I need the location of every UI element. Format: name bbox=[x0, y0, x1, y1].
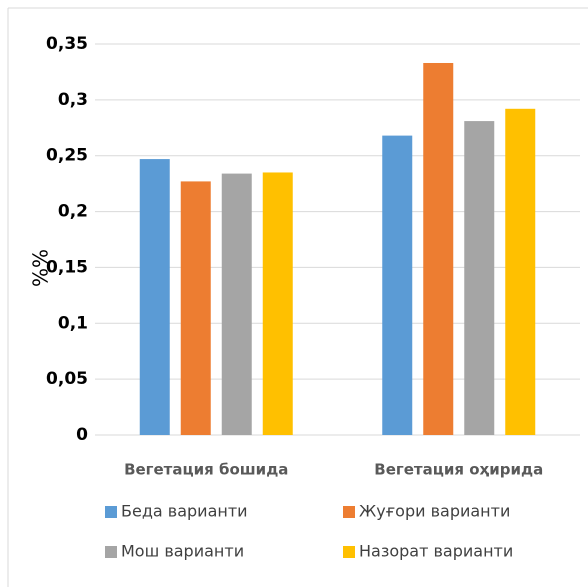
y-tick-label: 0,15 bbox=[46, 257, 88, 277]
y-tick-label: 0,35 bbox=[46, 34, 88, 54]
bar bbox=[139, 159, 170, 435]
y-tick-label: 0,05 bbox=[46, 369, 88, 389]
x-tick-label: Вегетация оҳирида bbox=[374, 461, 543, 479]
bar bbox=[423, 62, 454, 436]
y-tick-label: 0,2 bbox=[58, 202, 88, 222]
y-tick-label: 0 bbox=[76, 425, 88, 445]
x-tick-label: Вегетация бошида bbox=[124, 461, 288, 479]
bar bbox=[382, 135, 413, 435]
legend-swatch bbox=[105, 546, 117, 558]
legend-label: Мош варианти bbox=[121, 542, 244, 561]
y-tick-label: 0,1 bbox=[58, 313, 88, 333]
legend-swatch bbox=[343, 506, 355, 518]
bar bbox=[262, 172, 293, 435]
bar bbox=[464, 121, 495, 435]
bar bbox=[221, 173, 252, 436]
legend-swatch bbox=[105, 506, 117, 518]
y-tick-label: 0,3 bbox=[58, 90, 88, 110]
y-tick-label: 0,25 bbox=[46, 146, 88, 166]
legend-swatch bbox=[343, 546, 355, 558]
y-axis-label: %% bbox=[29, 249, 53, 287]
legend-label: Жуғори варианти bbox=[359, 502, 510, 521]
legend-label: Беда варианти bbox=[121, 502, 248, 521]
bar bbox=[505, 108, 536, 436]
legend-label: Назорат варианти bbox=[359, 542, 513, 561]
bar bbox=[180, 181, 211, 435]
